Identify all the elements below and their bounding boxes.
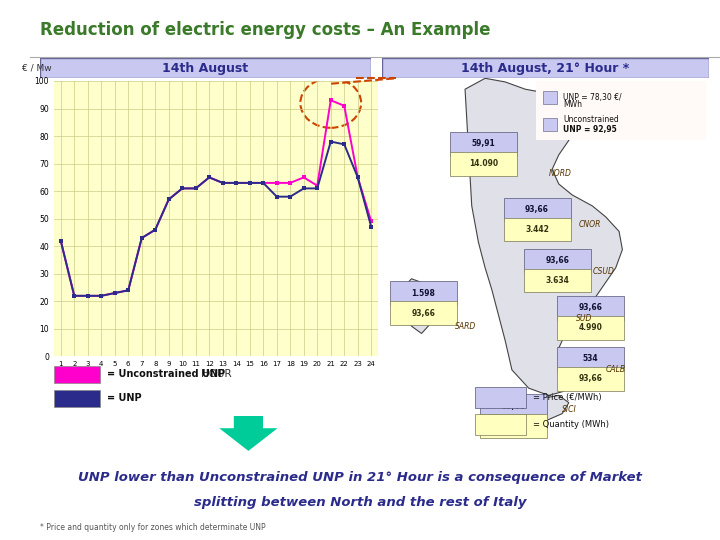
Text: 14th August: 14th August bbox=[162, 62, 248, 75]
Text: 4.990: 4.990 bbox=[579, 323, 603, 333]
FancyBboxPatch shape bbox=[531, 79, 711, 142]
Text: Reduction of electric energy costs – An Example: Reduction of electric energy costs – An … bbox=[40, 21, 490, 39]
Text: 93,66: 93,66 bbox=[545, 256, 569, 265]
Bar bbox=[475, 387, 526, 408]
Text: UNP = 78,30 €/: UNP = 78,30 €/ bbox=[564, 92, 622, 102]
FancyBboxPatch shape bbox=[40, 58, 371, 78]
Text: = Unconstrained UNP: = Unconstrained UNP bbox=[107, 369, 225, 379]
Text: SICI: SICI bbox=[562, 406, 577, 415]
Text: 3.442: 3.442 bbox=[525, 225, 549, 234]
Text: CSUD: CSUD bbox=[593, 267, 614, 276]
Bar bbox=[475, 414, 526, 435]
Text: 3.634: 3.634 bbox=[545, 276, 569, 285]
Polygon shape bbox=[402, 279, 435, 333]
Text: = Price (€/MWh): = Price (€/MWh) bbox=[533, 393, 601, 402]
FancyBboxPatch shape bbox=[557, 316, 624, 340]
FancyBboxPatch shape bbox=[523, 248, 590, 272]
Polygon shape bbox=[478, 392, 569, 424]
Text: 2.629: 2.629 bbox=[502, 422, 526, 431]
Text: MWh: MWh bbox=[564, 100, 582, 109]
Text: UNP lower than Unconstrained UNP in 21° Hour is a consequence of Market: UNP lower than Unconstrained UNP in 21° … bbox=[78, 471, 642, 484]
Text: 93,66: 93,66 bbox=[579, 303, 603, 312]
FancyBboxPatch shape bbox=[382, 58, 709, 78]
Text: 59,91: 59,91 bbox=[472, 139, 495, 148]
Bar bbox=[54, 366, 100, 383]
X-axis label: HOUR: HOUR bbox=[201, 369, 231, 379]
Text: 93,66: 93,66 bbox=[411, 309, 435, 318]
Text: splitting between North and the rest of Italy: splitting between North and the rest of … bbox=[194, 496, 526, 509]
Text: CALB: CALB bbox=[606, 366, 626, 374]
Text: 14: 14 bbox=[7, 25, 23, 35]
FancyBboxPatch shape bbox=[480, 394, 547, 418]
FancyBboxPatch shape bbox=[523, 269, 590, 292]
Text: Unconstrained: Unconstrained bbox=[564, 115, 619, 124]
Text: 93,66: 93,66 bbox=[579, 374, 603, 383]
Text: SARD: SARD bbox=[455, 322, 476, 330]
Bar bbox=[543, 118, 557, 131]
Text: 14th August, 21° Hour *: 14th August, 21° Hour * bbox=[462, 62, 629, 75]
Text: 93,66: 93,66 bbox=[502, 402, 526, 411]
FancyBboxPatch shape bbox=[480, 415, 547, 438]
Text: CNOR: CNOR bbox=[579, 220, 601, 228]
Bar bbox=[54, 389, 100, 407]
Text: 534: 534 bbox=[582, 354, 598, 363]
Text: € / Mw: € / Mw bbox=[22, 64, 51, 73]
Polygon shape bbox=[465, 78, 622, 395]
Text: 14.090: 14.090 bbox=[469, 159, 498, 168]
Bar bbox=[543, 91, 557, 104]
FancyBboxPatch shape bbox=[557, 367, 624, 391]
Text: = Quantity (MWh): = Quantity (MWh) bbox=[533, 420, 609, 429]
Text: = UNP: = UNP bbox=[107, 393, 142, 403]
FancyBboxPatch shape bbox=[450, 152, 517, 176]
Text: 1.598: 1.598 bbox=[411, 289, 435, 298]
FancyBboxPatch shape bbox=[390, 281, 456, 305]
FancyBboxPatch shape bbox=[450, 132, 517, 156]
FancyBboxPatch shape bbox=[503, 218, 570, 241]
Text: UNP = 92,95: UNP = 92,95 bbox=[564, 125, 617, 134]
FancyBboxPatch shape bbox=[557, 296, 624, 320]
FancyArrow shape bbox=[220, 416, 278, 451]
FancyBboxPatch shape bbox=[503, 198, 570, 221]
FancyBboxPatch shape bbox=[390, 301, 456, 325]
Text: 93,66: 93,66 bbox=[525, 205, 549, 214]
Text: SUD: SUD bbox=[575, 314, 592, 323]
FancyBboxPatch shape bbox=[557, 347, 624, 371]
Text: * Price and quantity only for zones which determinate UNP: * Price and quantity only for zones whic… bbox=[40, 523, 265, 532]
Text: NORD: NORD bbox=[549, 168, 572, 178]
